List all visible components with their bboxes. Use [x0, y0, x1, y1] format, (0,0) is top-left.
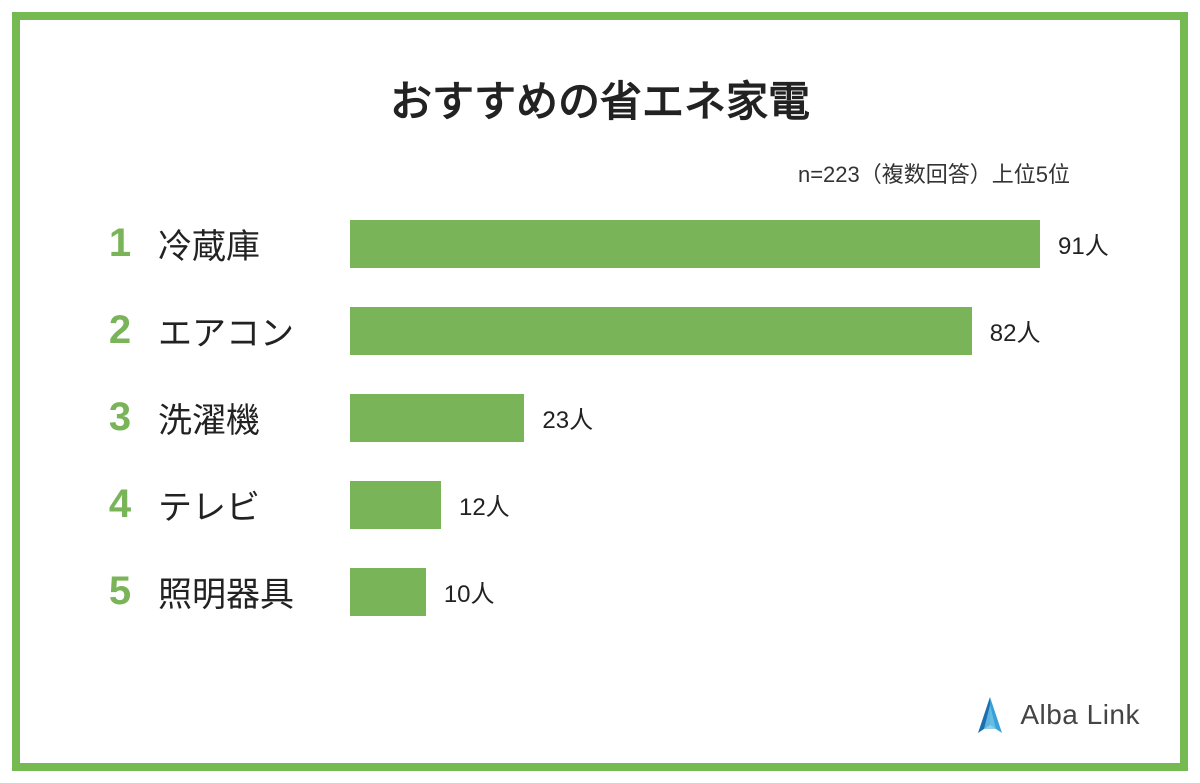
bar-area: 91人	[350, 220, 1110, 268]
bar-row: 2 エアコン 82人	[90, 306, 1110, 355]
category-label: エアコン	[150, 306, 350, 355]
bar-area: 23人	[350, 394, 1110, 442]
rank-number: 3	[90, 395, 150, 440]
bar-area: 12人	[350, 481, 1110, 529]
value-label: 23人	[542, 400, 593, 435]
category-label: テレビ	[150, 480, 350, 529]
logo-icon	[970, 695, 1010, 735]
chart-frame: おすすめの省エネ家電 n=223（複数回答）上位5位 1 冷蔵庫 91人 2 エ…	[12, 12, 1188, 771]
bar	[350, 481, 441, 529]
rank-number: 2	[90, 308, 150, 353]
rank-number: 1	[90, 221, 150, 266]
bar-row: 3 洗濯機 23人	[90, 393, 1110, 442]
logo-text: Alba Link	[1020, 699, 1140, 731]
category-label: 冷蔵庫	[150, 219, 350, 268]
category-label: 照明器具	[150, 567, 350, 616]
bar	[350, 568, 426, 616]
value-label: 91人	[1058, 226, 1109, 261]
chart-subtitle: n=223（複数回答）上位5位	[90, 157, 1110, 189]
bar-rows: 1 冷蔵庫 91人 2 エアコン 82人 3 洗濯機 23人 4 テレ	[90, 219, 1110, 616]
bar	[350, 307, 972, 355]
rank-number: 5	[90, 569, 150, 614]
value-label: 82人	[990, 313, 1041, 348]
category-label: 洗濯機	[150, 393, 350, 442]
value-label: 12人	[459, 487, 510, 522]
value-label: 10人	[444, 574, 495, 609]
rank-number: 4	[90, 482, 150, 527]
bar	[350, 394, 524, 442]
logo: Alba Link	[970, 695, 1140, 735]
bar-area: 82人	[350, 307, 1110, 355]
bar-row: 4 テレビ 12人	[90, 480, 1110, 529]
chart-title: おすすめの省エネ家電	[90, 68, 1110, 129]
bar-area: 10人	[350, 568, 1110, 616]
bar	[350, 220, 1040, 268]
bar-row: 1 冷蔵庫 91人	[90, 219, 1110, 268]
bar-row: 5 照明器具 10人	[90, 567, 1110, 616]
